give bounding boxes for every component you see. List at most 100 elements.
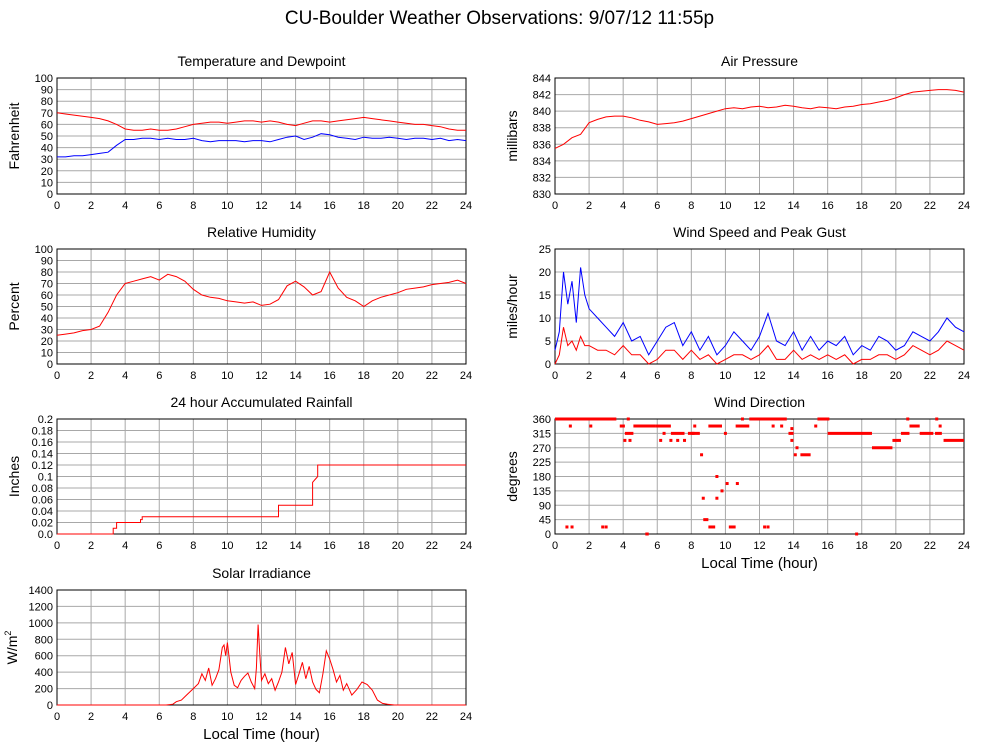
x-tick-label: 8 bbox=[688, 540, 694, 552]
y-axis-label: miles/hour bbox=[504, 274, 520, 339]
direction-point bbox=[740, 417, 744, 421]
x-tick-label: 20 bbox=[392, 200, 404, 212]
direction-point bbox=[771, 424, 775, 428]
direction-point bbox=[683, 438, 687, 442]
x-tick-label: 18 bbox=[856, 540, 868, 552]
y-tick-label: 90 bbox=[41, 85, 53, 97]
y-tick-label: 600 bbox=[35, 651, 53, 663]
x-tick-label: 16 bbox=[324, 711, 336, 723]
chart-title: Relative Humidity bbox=[207, 224, 316, 240]
y-tick-label: 90 bbox=[41, 256, 53, 268]
x-tick-label: 10 bbox=[719, 540, 731, 552]
y-tick-label: 5 bbox=[545, 336, 551, 348]
x-tick-label: 2 bbox=[88, 200, 94, 212]
y-tick-label: 360 bbox=[533, 414, 551, 426]
y-tick-label: 0.02 bbox=[32, 518, 53, 530]
direction-point bbox=[604, 525, 608, 529]
y-tick-label: 834 bbox=[533, 156, 551, 168]
y-tick-label: 838 bbox=[533, 123, 551, 135]
x-tick-label: 6 bbox=[156, 370, 162, 382]
direction-point bbox=[693, 424, 697, 428]
x-tick-label: 18 bbox=[358, 540, 370, 552]
x-tick-label: 2 bbox=[586, 540, 592, 552]
direction-point bbox=[628, 438, 632, 442]
x-tick-label: 18 bbox=[358, 200, 370, 212]
y-tick-label: 60 bbox=[41, 290, 53, 302]
y-tick-label: 0.0 bbox=[38, 529, 53, 541]
y-tick-label: 15 bbox=[539, 290, 551, 302]
y-tick-label: 0 bbox=[47, 189, 53, 201]
y-tick-label: 20 bbox=[41, 336, 53, 348]
x-tick-label: 0 bbox=[54, 540, 60, 552]
direction-point bbox=[780, 424, 784, 428]
y-tick-label: 10 bbox=[539, 313, 551, 325]
direction-point bbox=[720, 489, 724, 493]
y-tick-label: 30 bbox=[41, 325, 53, 337]
y-tick-label: 20 bbox=[41, 166, 53, 178]
plot-frame bbox=[56, 77, 467, 195]
x-tick-label: 4 bbox=[122, 370, 128, 382]
direction-point bbox=[601, 525, 605, 529]
y-tick-label: 0.06 bbox=[32, 495, 53, 507]
chart-title: Wind Speed and Peak Gust bbox=[673, 224, 846, 240]
y-tick-label: 0.2 bbox=[38, 414, 53, 426]
x-tick-label: 6 bbox=[654, 540, 660, 552]
x-tick-label: 8 bbox=[688, 370, 694, 382]
series-line-1 bbox=[554, 327, 965, 365]
x-tick-label: 0 bbox=[54, 711, 60, 723]
x-tick-label: 22 bbox=[924, 200, 936, 212]
x-tick-label: 6 bbox=[654, 370, 660, 382]
x-tick-label: 6 bbox=[156, 200, 162, 212]
x-tick-label: 0 bbox=[552, 200, 558, 212]
direction-point bbox=[795, 446, 799, 450]
y-axis-label-superscript: 2 bbox=[3, 631, 13, 636]
x-tick-label: 6 bbox=[156, 711, 162, 723]
y-tick-label: 10 bbox=[41, 177, 53, 189]
y-tick-label: 842 bbox=[533, 90, 551, 102]
y-tick-label: 10 bbox=[41, 348, 53, 360]
x-tick-label: 18 bbox=[358, 711, 370, 723]
x-tick-label: 16 bbox=[324, 540, 336, 552]
x-tick-label: 14 bbox=[787, 540, 799, 552]
y-tick-label: 135 bbox=[533, 486, 551, 498]
x-tick-label: 24 bbox=[460, 540, 472, 552]
y-tick-label: 0 bbox=[545, 529, 551, 541]
y-tick-label: 0.16 bbox=[32, 437, 53, 449]
y-axis-label: degrees bbox=[504, 451, 520, 502]
page-title: CU-Boulder Weather Observations: 9/07/12… bbox=[284, 8, 715, 29]
x-tick-label: 4 bbox=[620, 540, 626, 552]
x-tick-label: 24 bbox=[460, 711, 472, 723]
y-axis-label-main: W/m bbox=[4, 636, 20, 665]
x-tick-label: 10 bbox=[221, 200, 233, 212]
y-axis-label: Percent bbox=[6, 282, 22, 330]
direction-point bbox=[700, 453, 704, 457]
y-axis-label: Fahrenheit bbox=[6, 102, 22, 169]
direction-point bbox=[725, 482, 729, 486]
y-tick-label: 1400 bbox=[29, 585, 53, 597]
y-tick-label: 0.1 bbox=[38, 472, 53, 484]
plot-frame bbox=[554, 77, 965, 195]
x-tick-label: 16 bbox=[324, 370, 336, 382]
chart-title: Wind Direction bbox=[714, 394, 805, 410]
x-tick-label: 4 bbox=[122, 711, 128, 723]
y-tick-label: 100 bbox=[35, 73, 53, 85]
direction-point bbox=[938, 424, 942, 428]
x-tick-label: 4 bbox=[620, 370, 626, 382]
x-tick-label: 8 bbox=[688, 200, 694, 212]
x-tick-label: 12 bbox=[753, 540, 765, 552]
y-tick-label: 80 bbox=[41, 96, 53, 108]
y-tick-label: 400 bbox=[35, 667, 53, 679]
x-tick-label: 20 bbox=[392, 540, 404, 552]
x-tick-label: 12 bbox=[753, 370, 765, 382]
y-tick-label: 836 bbox=[533, 139, 551, 151]
direction-point bbox=[763, 525, 767, 529]
x-tick-label: 8 bbox=[190, 711, 196, 723]
x-tick-label: 16 bbox=[324, 200, 336, 212]
plot-frame bbox=[56, 248, 467, 365]
x-tick-label: 12 bbox=[255, 711, 267, 723]
